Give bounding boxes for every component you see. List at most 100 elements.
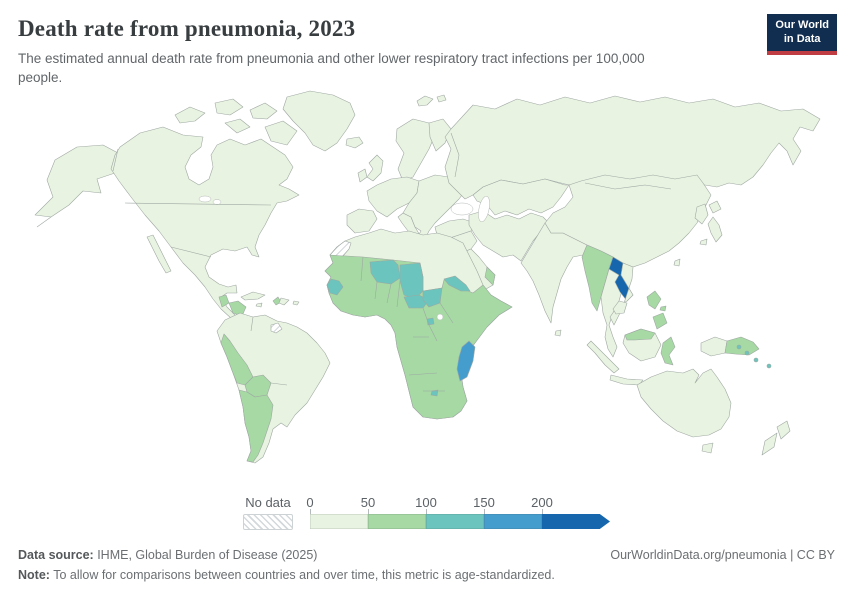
legend-tick-mark bbox=[368, 509, 369, 514]
lake-great-lakes bbox=[198, 195, 212, 203]
region-baffin-island[interactable] bbox=[264, 120, 298, 146]
country-philippines-visayas[interactable] bbox=[659, 305, 667, 312]
region-iberia[interactable] bbox=[346, 208, 378, 234]
footer-note: Note: To allow for comparisons between c… bbox=[18, 568, 555, 582]
border-us-canada bbox=[124, 202, 272, 206]
country-australia[interactable] bbox=[636, 368, 732, 438]
country-philippines-mindanao[interactable] bbox=[652, 312, 668, 330]
country-jamaica[interactable] bbox=[255, 302, 263, 308]
world-map[interactable] bbox=[25, 84, 830, 484]
page-title: Death rate from pneumonia, 2023 bbox=[18, 16, 356, 41]
country-thailand[interactable] bbox=[600, 268, 624, 358]
country-dominican-republic[interactable] bbox=[278, 297, 290, 306]
region-svalbard[interactable] bbox=[416, 95, 434, 107]
country-argentina[interactable] bbox=[238, 389, 274, 463]
legend-seg-100-150[interactable] bbox=[426, 514, 484, 529]
region-arctic-island[interactable] bbox=[214, 98, 244, 116]
region-sumatra[interactable] bbox=[586, 340, 620, 374]
country-greenland[interactable] bbox=[282, 90, 356, 152]
country-solomon-islands[interactable] bbox=[736, 344, 742, 350]
legend-no-data-label: No data bbox=[245, 495, 291, 510]
country-fiji[interactable] bbox=[766, 363, 772, 369]
region-iran-afghanistan-pakistan[interactable] bbox=[468, 210, 550, 262]
region-arctic-island[interactable] bbox=[249, 102, 278, 120]
country-iceland[interactable] bbox=[345, 136, 364, 149]
legend-tick-150: 150 bbox=[473, 495, 495, 510]
footer-link[interactable]: OurWorldinData.org/pneumonia | CC BY bbox=[610, 548, 835, 562]
map-legend: No data 0 50 100 150 200 bbox=[243, 495, 623, 531]
country-taiwan[interactable] bbox=[673, 258, 681, 267]
country-solomon-islands[interactable] bbox=[744, 350, 750, 356]
country-new-zealand-south[interactable] bbox=[761, 432, 778, 456]
region-arctic-island[interactable] bbox=[224, 118, 251, 134]
region-baja-california[interactable] bbox=[146, 234, 172, 274]
country-sri-lanka[interactable] bbox=[554, 329, 562, 337]
region-svalbard[interactable] bbox=[436, 94, 447, 103]
border-mongolia bbox=[584, 182, 672, 190]
chart-subtitle: The estimated annual death rate from pne… bbox=[18, 51, 645, 85]
legend-tick-100: 100 bbox=[415, 495, 437, 510]
border-us-mexico bbox=[170, 246, 212, 258]
lake-great-lakes bbox=[212, 199, 222, 205]
country-oman-uae[interactable] bbox=[484, 266, 496, 286]
legend-seg-200-plus[interactable] bbox=[542, 514, 610, 529]
country-alaska[interactable] bbox=[34, 144, 119, 218]
country-vanuatu[interactable] bbox=[753, 357, 759, 363]
legend-tick-mark bbox=[426, 509, 427, 514]
border-west-africa bbox=[360, 256, 401, 308]
legend-seg-0-50[interactable] bbox=[310, 514, 368, 529]
region-scandinavia[interactable] bbox=[395, 118, 436, 182]
country-south-sudan[interactable] bbox=[422, 287, 443, 308]
country-japan-hokkaido[interactable] bbox=[708, 200, 722, 214]
region-korea[interactable] bbox=[694, 203, 709, 225]
region-new-guinea-west[interactable] bbox=[700, 336, 728, 357]
country-papua-new-guinea[interactable] bbox=[724, 336, 760, 356]
country-japan-honshu[interactable] bbox=[707, 216, 723, 243]
country-eritrea[interactable] bbox=[443, 275, 471, 292]
legend-tick-mark bbox=[484, 509, 485, 514]
country-chad[interactable] bbox=[399, 262, 424, 300]
legend-tick-50: 50 bbox=[360, 495, 376, 510]
legend-tick-mark bbox=[310, 509, 311, 514]
country-honduras-nicaragua[interactable] bbox=[228, 300, 247, 317]
region-french-guiana[interactable] bbox=[270, 322, 283, 334]
region-arctic-island[interactable] bbox=[174, 106, 206, 124]
border-alaska-canada bbox=[112, 148, 119, 172]
country-ireland[interactable] bbox=[357, 168, 368, 183]
region-north-america[interactable] bbox=[110, 126, 300, 332]
region-south-america[interactable] bbox=[216, 312, 331, 464]
country-lesotho[interactable] bbox=[430, 389, 439, 397]
region-malaysia-borneo[interactable] bbox=[624, 328, 656, 341]
legend-tick-mark bbox=[542, 509, 543, 514]
region-java[interactable] bbox=[609, 374, 644, 386]
legend-tick-0: 0 bbox=[306, 495, 314, 510]
owid-logo[interactable]: Our World in Data bbox=[767, 14, 837, 55]
legend-no-data-swatch[interactable] bbox=[243, 514, 293, 530]
country-philippines-luzon[interactable] bbox=[646, 290, 662, 310]
legend-color-bar bbox=[310, 514, 610, 529]
country-cuba[interactable] bbox=[240, 291, 266, 301]
country-new-zealand-north[interactable] bbox=[776, 420, 791, 440]
country-guinea-sierra-leone[interactable] bbox=[326, 278, 344, 296]
country-niger[interactable] bbox=[369, 259, 401, 285]
legend-tick-200: 200 bbox=[531, 495, 553, 510]
region-tasmania[interactable] bbox=[701, 442, 714, 454]
owid-logo-line2: in Data bbox=[783, 32, 821, 45]
country-japan-kyushu[interactable] bbox=[699, 238, 708, 246]
footer-source-label: Data source: bbox=[18, 548, 94, 562]
country-madagascar[interactable] bbox=[456, 340, 476, 382]
country-puerto-rico[interactable] bbox=[292, 300, 300, 306]
legend-seg-150-200[interactable] bbox=[484, 514, 542, 529]
country-burundi[interactable] bbox=[426, 317, 435, 326]
country-finland[interactable] bbox=[428, 118, 452, 152]
region-western-sahara[interactable] bbox=[329, 240, 352, 257]
country-cambodia[interactable] bbox=[612, 300, 628, 315]
country-china[interactable] bbox=[544, 174, 712, 268]
region-sulawesi[interactable] bbox=[660, 336, 676, 366]
legend-seg-50-100[interactable] bbox=[368, 514, 426, 529]
country-myanmar[interactable] bbox=[581, 244, 614, 312]
footer-source-text: IHME, Global Burden of Disease (2025) bbox=[93, 548, 318, 562]
country-united-kingdom[interactable] bbox=[366, 154, 384, 182]
region-western-europe[interactable] bbox=[366, 176, 420, 218]
